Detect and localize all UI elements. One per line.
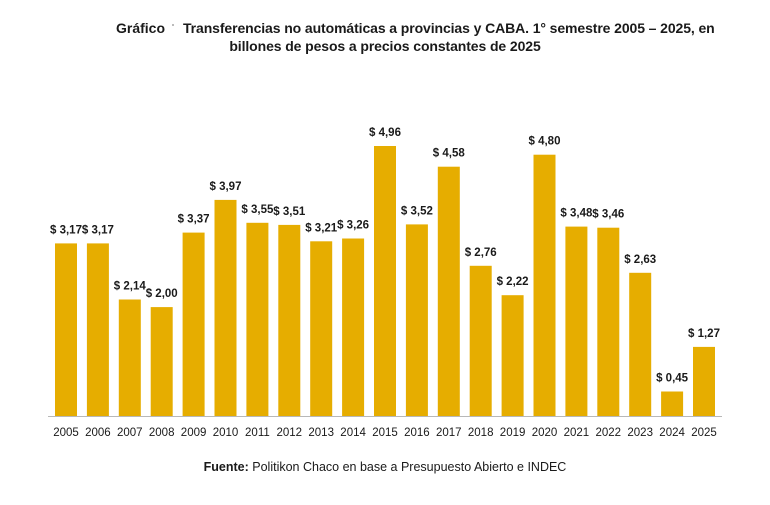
x-tick-2007: 2007	[117, 427, 143, 439]
x-tick-2019: 2019	[500, 427, 526, 439]
value-label-2021: $ 3,48	[560, 208, 593, 220]
bar-2014	[342, 238, 365, 416]
x-tick-2013: 2013	[308, 427, 334, 439]
value-label-2006: $ 3,17	[82, 224, 114, 236]
value-label-2017: $ 4,58	[433, 148, 466, 160]
bar-2024	[661, 391, 684, 416]
bar-2016	[405, 224, 428, 416]
bar-2019	[501, 295, 524, 416]
bar-2022	[597, 227, 620, 416]
value-labels-group: $ 3,17 $ 3,17 $ 2,14$ 2,00 $ 3,37 $ 3,97 $ 3,…	[50, 127, 720, 385]
value-label-2016: $ 3,52	[401, 205, 433, 217]
bar-2007	[118, 299, 141, 416]
x-tick-2023: 2023	[627, 427, 653, 439]
value-label-2012: $ 3,51	[273, 206, 306, 218]
value-label-2011: $ 3,55	[241, 204, 274, 216]
bar-2012	[278, 224, 301, 416]
bar-2005	[55, 243, 77, 416]
value-label-2014: $ 3,26	[337, 220, 369, 232]
x-tick-2025: 2025	[691, 427, 717, 439]
x-tick-2018: 2018	[468, 427, 494, 439]
value-label-2019: $ 2,22	[497, 276, 529, 288]
source-text: Politikon Chaco en base a Presupuesto Ab…	[252, 460, 567, 474]
bar-2020	[533, 154, 556, 416]
x-tick-2024: 2024	[659, 427, 685, 439]
x-tick-2014: 2014	[340, 427, 366, 439]
bar-2008	[150, 307, 173, 416]
x-tick-2011: 2011	[245, 427, 270, 439]
value-label-2007: $ 2,14	[114, 281, 147, 293]
value-label-2013: $ 3,21	[305, 222, 338, 234]
value-label-2005: $ 3,17	[50, 224, 82, 236]
bars-group	[55, 146, 715, 416]
x-tick-2021: 2021	[564, 427, 590, 439]
chart-title-label: Gráfico	[116, 20, 166, 36]
x-tick-2009: 2009	[181, 427, 207, 439]
bar-2006	[86, 243, 109, 416]
x-tick-2020: 2020	[532, 427, 558, 439]
value-label-2008: $ 2,00	[146, 288, 178, 300]
value-label-2023: $ 2,63	[624, 254, 656, 266]
bar-2017	[437, 166, 460, 416]
value-label-2010: $ 3,97	[210, 181, 242, 193]
value-label-2009: $ 3,37	[178, 214, 210, 226]
value-label-2024: $ 0,45	[656, 373, 689, 385]
x-tick-2010: 2010	[213, 427, 239, 439]
x-tick-2015: 2015	[372, 427, 398, 439]
value-label-2018: $ 2,76	[465, 247, 497, 259]
x-tick-2017: 2017	[436, 427, 462, 439]
chart-title-line-1: Transferencias no automáticas a provinci…	[183, 20, 715, 36]
value-label-2020: $ 4,80	[529, 136, 561, 148]
bar-2009	[182, 232, 205, 416]
bar-2025	[693, 346, 715, 416]
bar-2018	[469, 265, 492, 416]
x-tick-2016: 2016	[404, 427, 430, 439]
bar-2013	[310, 241, 333, 416]
bar-2015	[374, 146, 396, 416]
bar-2011	[246, 222, 269, 416]
title-separator	[172, 24, 174, 26]
value-label-2015: $ 4,96	[369, 127, 401, 139]
value-label-2022: $ 3,46	[592, 209, 624, 221]
x-tick-2008: 2008	[149, 427, 175, 439]
x-tick-2005: 2005	[53, 427, 79, 439]
chart-title-line-2: billones de pesos a precios constantes d…	[229, 38, 541, 54]
x-tick-2022: 2022	[596, 427, 622, 439]
chart-source: Fuente: Politikon Chaco en base a Presup…	[0, 460, 770, 474]
bar-2021	[565, 226, 588, 416]
x-tick-2012: 2012	[277, 427, 303, 439]
bar-2010	[214, 199, 237, 416]
x-tick-labels-group: 2005 2006 2007 2008 2009 2010 2011 2012 2013 2014…	[53, 427, 717, 439]
source-label: Fuente:	[203, 460, 249, 474]
bar-2023	[629, 272, 652, 416]
value-label-2025: $ 1,27	[688, 328, 720, 340]
x-tick-2006: 2006	[85, 427, 111, 439]
